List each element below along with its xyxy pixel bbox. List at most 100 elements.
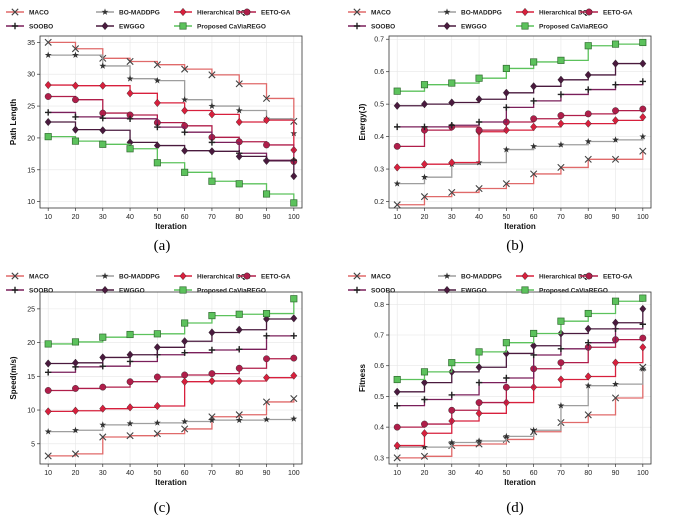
data-point	[475, 399, 483, 406]
data-point	[44, 117, 52, 127]
data-point	[208, 346, 216, 354]
data-point	[72, 96, 79, 104]
data-point	[290, 199, 298, 207]
data-point	[235, 364, 243, 372]
data-point	[263, 156, 270, 165]
data-point	[448, 188, 456, 197]
x-tick-label: 10	[44, 470, 52, 477]
chart-panel-1: 10 20 30 40 50 60 70 80 90 100 10 15 20 25 30 35 Iterati…	[6, 7, 303, 254]
data-point	[584, 382, 592, 389]
data-point	[639, 59, 647, 68]
x-tick-label: 50	[502, 214, 510, 221]
data-point	[181, 96, 189, 103]
data-point	[72, 406, 79, 415]
x-tick-label: 40	[126, 470, 134, 477]
legend-marker-7	[179, 286, 187, 294]
series-line-1	[397, 367, 644, 459]
data-point	[181, 371, 189, 379]
series-line-2	[48, 418, 295, 433]
data-point	[612, 59, 619, 68]
data-point	[448, 122, 455, 129]
data-point	[290, 295, 298, 303]
data-point	[71, 450, 80, 458]
legend-label-2: BO-MADDPG	[119, 273, 160, 280]
x-tick-label: 30	[99, 470, 107, 477]
data-point	[639, 105, 647, 113]
data-point	[530, 341, 538, 350]
data-point	[126, 358, 134, 365]
legend-label-4: EETO-GA	[261, 273, 291, 280]
data-point	[585, 339, 592, 346]
data-point	[44, 80, 52, 90]
data-point	[421, 420, 428, 428]
data-point	[502, 180, 510, 188]
y-tick-label: 15	[27, 374, 35, 381]
legend-marker-5	[353, 286, 361, 294]
data-point	[612, 81, 619, 88]
legend-label-1: MACO	[371, 273, 391, 280]
legend-label-1: MACO	[29, 273, 49, 280]
data-point	[72, 81, 79, 90]
chart-panel-4: 10 20 30 40 50 60 70 80 90 100 0.3 0.4 0.5 0.6 0.7 0.8 I…	[348, 271, 652, 516]
data-point	[262, 94, 271, 103]
y-tick-label: 20	[27, 340, 35, 347]
data-point	[420, 368, 429, 376]
data-point	[557, 163, 565, 172]
legend-marker-3	[179, 271, 187, 281]
data-point	[181, 128, 188, 136]
data-point	[421, 443, 428, 451]
x-tick-label: 80	[584, 470, 592, 477]
legend-marker-6	[443, 21, 451, 31]
data-point	[475, 437, 483, 444]
data-point	[181, 425, 189, 433]
y-axis-label: Path Length	[9, 99, 18, 145]
legend-label-7: Proposed CaViaREGO	[539, 287, 608, 294]
data-point	[393, 101, 401, 110]
y-tick-label: 25	[27, 104, 35, 111]
data-point	[126, 403, 134, 412]
plot-frame	[39, 35, 303, 209]
x-tick-label: 30	[99, 214, 107, 221]
data-point	[99, 383, 107, 391]
data-point	[393, 454, 401, 462]
x-axis-label: Iteration	[155, 478, 187, 487]
data-point	[72, 426, 79, 434]
legend-marker-7	[179, 22, 187, 30]
legend-label-5: SOOBO	[29, 23, 53, 30]
y-tick-label: 35	[27, 40, 35, 47]
data-point	[72, 385, 79, 392]
data-point	[126, 350, 134, 359]
data-point	[502, 88, 510, 97]
data-point	[153, 330, 161, 338]
data-point	[44, 369, 52, 376]
data-point	[153, 76, 161, 84]
y-tick-label: 0.5	[374, 102, 384, 109]
data-point	[448, 438, 456, 446]
data-point	[475, 348, 483, 356]
data-point	[208, 110, 216, 119]
x-tick-label: 40	[126, 214, 134, 221]
data-point	[44, 51, 52, 59]
data-point	[126, 330, 134, 339]
legend-label-1: MACO	[29, 9, 49, 16]
data-point	[393, 163, 401, 172]
data-point	[44, 387, 52, 394]
data-point	[262, 190, 271, 198]
legend-label-5: SOOBO	[371, 23, 395, 30]
series-line-1	[397, 151, 644, 206]
data-point	[393, 87, 401, 95]
data-point	[557, 345, 565, 353]
series-line-1	[48, 41, 295, 122]
data-point	[44, 93, 52, 100]
legend-marker-2	[101, 272, 109, 279]
data-point	[208, 147, 216, 156]
legend-label-2: BO-MADDPG	[461, 273, 502, 280]
y-tick-label: 15	[27, 167, 35, 174]
data-point	[181, 417, 189, 425]
data-point	[475, 95, 483, 104]
legend-marker-3	[521, 271, 529, 281]
data-point	[99, 140, 107, 148]
y-tick-label: 0.6	[374, 363, 384, 370]
x-tick-label: 90	[612, 470, 620, 477]
data-point	[393, 375, 401, 384]
